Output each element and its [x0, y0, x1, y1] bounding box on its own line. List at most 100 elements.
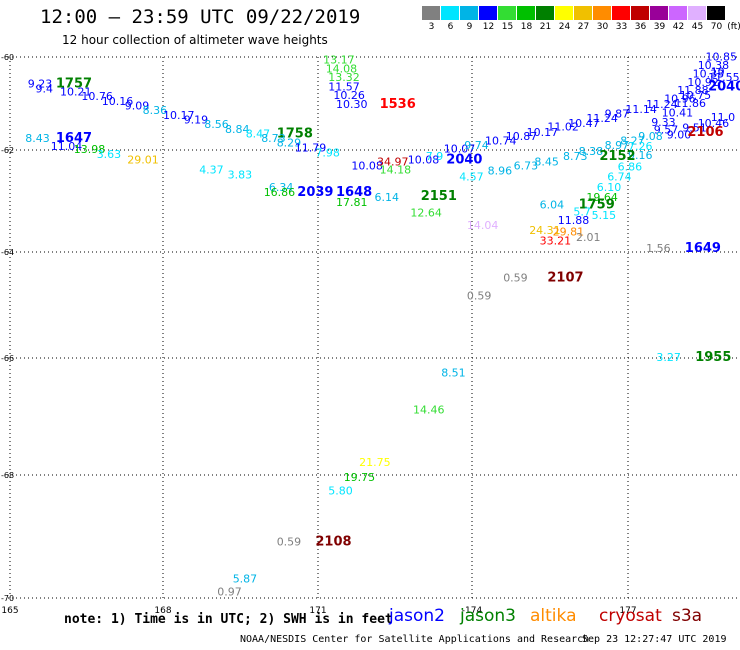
- wave-height-label: 9.09: [125, 100, 150, 113]
- wave-height-label: 9.23: [28, 78, 53, 91]
- y-tick-label: -70: [1, 594, 14, 603]
- x-tick-label: 171: [309, 606, 326, 616]
- wave-height-label: 5.7: [573, 205, 591, 218]
- x-tick-label: 168: [154, 606, 171, 616]
- wave-height-label: 34.97: [377, 155, 409, 168]
- y-tick-label: -66: [1, 354, 14, 363]
- wave-height-label: 11.55: [708, 71, 740, 84]
- pass-time-label: 1955: [695, 350, 731, 365]
- wave-height-label: 7.9: [426, 150, 444, 163]
- wave-height-label: 0.59: [467, 290, 492, 303]
- wave-height-label: 10.38: [698, 59, 730, 72]
- color-level-label: 6: [447, 22, 454, 32]
- y-tick-label: -68: [1, 471, 14, 480]
- color-unit-label: (ft): [727, 22, 740, 32]
- wave-height-label: 8.56: [204, 118, 229, 131]
- pass-time-label: 2108: [315, 535, 351, 550]
- y-tick-label: -60: [1, 53, 14, 62]
- wave-height-label: 13.98: [74, 143, 106, 156]
- wave-height-label: 11.02: [547, 121, 579, 134]
- color-swatch: [650, 6, 669, 20]
- pass-time-label: 2039: [297, 185, 333, 200]
- wave-height-label: 11.88: [558, 214, 590, 227]
- wave-height-label: 6.73: [514, 159, 539, 172]
- color-level-label: 9: [466, 22, 473, 32]
- wave-height-label: 10.17: [527, 126, 559, 139]
- y-tick-label: -62: [1, 146, 14, 155]
- y-tick-label: -64: [1, 248, 14, 257]
- color-level-label: 45: [691, 22, 704, 32]
- wave-height-label: 10.08: [351, 159, 383, 172]
- wave-height-label: 4.57: [459, 171, 484, 184]
- wave-height-label: 8.73: [261, 132, 286, 145]
- color-swatch: [631, 6, 650, 20]
- wave-height-label: 8.29: [277, 137, 302, 150]
- wave-height-label: 10.92: [687, 76, 719, 89]
- color-level-label: 15: [501, 22, 514, 32]
- wave-height-label: 11.0: [711, 111, 736, 124]
- wave-height-label: 10.87: [506, 130, 538, 143]
- wave-height-label: 14.08: [326, 62, 358, 75]
- pass-time-label: 2152: [599, 149, 635, 164]
- wave-height-label: 24.31: [529, 224, 561, 237]
- credit-line: NOAA/NESDIS Center for Satellite Applica…: [240, 634, 590, 645]
- wave-height-label: 11.57: [328, 81, 360, 94]
- wave-height-label: 5.87: [233, 573, 258, 586]
- color-level-label: 33: [615, 22, 628, 32]
- wave-height-label: 8.43: [25, 132, 50, 145]
- pass-time-label: 2106: [687, 125, 723, 140]
- wave-height-label: 16.86: [264, 186, 296, 199]
- wave-height-label: 9.57: [654, 124, 679, 137]
- wave-height-label: 14.04: [467, 219, 499, 232]
- wave-height-label: 6.04: [540, 199, 565, 212]
- wave-height-label: 10.96: [664, 93, 696, 106]
- wave-height-label: 5.15: [592, 209, 617, 222]
- wave-height-label: 7.98: [315, 147, 340, 160]
- color-swatch: [669, 6, 688, 20]
- wave-height-label: 9.51: [682, 121, 707, 134]
- x-tick-label: -174: [462, 606, 483, 616]
- pass-time-label: 2040: [446, 152, 482, 167]
- pass-time-label: 1759: [579, 198, 615, 213]
- color-level-label: 12: [482, 22, 495, 32]
- wave-height-label: 6.34: [269, 181, 294, 194]
- generated-timestamp: Sep 23 12:27:47 UTC 2019: [582, 634, 727, 645]
- chart-subtitle: 12 hour collection of altimeter wave hei…: [62, 33, 328, 47]
- color-swatch: [441, 6, 460, 20]
- wave-height-label: 6.74: [607, 171, 632, 184]
- color-swatch: [536, 6, 555, 20]
- wave-height-label: 0.97: [217, 586, 242, 599]
- wave-height-label: 10.74: [485, 134, 517, 147]
- wave-height-label: 3.83: [228, 169, 253, 182]
- wave-height-label: 11.24: [586, 112, 618, 125]
- wave-height-label: 11.79: [295, 142, 327, 155]
- wave-height-label: 11.88: [677, 84, 709, 97]
- wave-height-label: 3.27: [656, 351, 681, 364]
- wave-height-label: 21.75: [359, 456, 391, 469]
- wave-height-label: 10.08: [408, 153, 440, 166]
- wave-height-label: 29.01: [127, 153, 159, 166]
- pass-time-label: 1649: [685, 241, 721, 256]
- wave-height-label: 29.81: [553, 226, 585, 239]
- wave-height-label: 10.85: [706, 51, 738, 64]
- wave-height-label: 11.04: [51, 140, 83, 153]
- wave-height-label: 10: [711, 66, 725, 79]
- wave-height-label: 8.45: [534, 155, 559, 168]
- wave-height-label: 10.26: [333, 89, 365, 102]
- wave-height-label: 8.38: [579, 145, 604, 158]
- wave-height-label: 6.14: [375, 191, 400, 204]
- wave-height-label: 9.00: [667, 128, 692, 141]
- pass-time-label: 1758: [277, 126, 313, 141]
- wave-height-label: 8.84: [225, 123, 250, 136]
- wave-height-label: 5.80: [328, 485, 353, 498]
- wave-height-label: 10.47: [568, 117, 600, 130]
- wave-height-label: 6.86: [618, 160, 643, 173]
- wave-height-label: 10.21: [60, 86, 92, 99]
- color-swatch: [422, 6, 441, 20]
- color-level-label: 18: [520, 22, 533, 32]
- wave-height-label: 17.81: [336, 196, 368, 209]
- footer-note: note: 1) Time is in UTC; 2) SWH is in fe…: [64, 612, 393, 627]
- color-level-label: 36: [634, 22, 647, 32]
- satellite-s3a: s3a: [672, 606, 703, 626]
